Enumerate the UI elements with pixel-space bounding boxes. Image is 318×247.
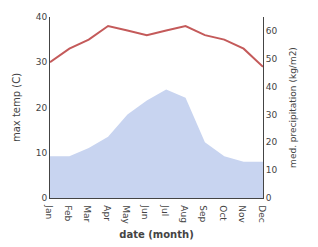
svg-text:60: 60 (266, 26, 278, 36)
svg-text:Oct: Oct (218, 205, 228, 221)
svg-text:0: 0 (266, 193, 272, 203)
svg-text:30: 30 (266, 110, 278, 120)
svg-text:20: 20 (266, 137, 278, 147)
svg-text:Dec: Dec (257, 205, 267, 222)
svg-text:Jan: Jan (44, 204, 54, 219)
svg-text:Sep: Sep (198, 205, 208, 222)
svg-text:max temp (C): max temp (C) (11, 73, 22, 142)
svg-text:date (month): date (month) (119, 229, 193, 240)
svg-text:10: 10 (36, 148, 48, 158)
svg-text:Aug: Aug (179, 205, 189, 223)
svg-text:med. precipitation (kg/m2): med. precipitation (kg/m2) (288, 47, 298, 168)
svg-text:Jul: Jul (160, 204, 170, 216)
svg-text:40: 40 (36, 12, 48, 22)
svg-text:20: 20 (36, 103, 48, 113)
svg-text:Mar: Mar (82, 205, 92, 222)
svg-text:50: 50 (266, 54, 278, 64)
svg-text:0: 0 (41, 193, 47, 203)
svg-text:Feb: Feb (63, 205, 73, 221)
svg-text:May: May (121, 205, 131, 224)
svg-text:40: 40 (266, 82, 278, 92)
svg-text:30: 30 (36, 57, 48, 67)
svg-text:Apr: Apr (102, 205, 112, 221)
svg-text:Nov: Nov (237, 205, 247, 223)
svg-text:10: 10 (266, 165, 278, 175)
svg-text:Jun: Jun (140, 204, 150, 219)
